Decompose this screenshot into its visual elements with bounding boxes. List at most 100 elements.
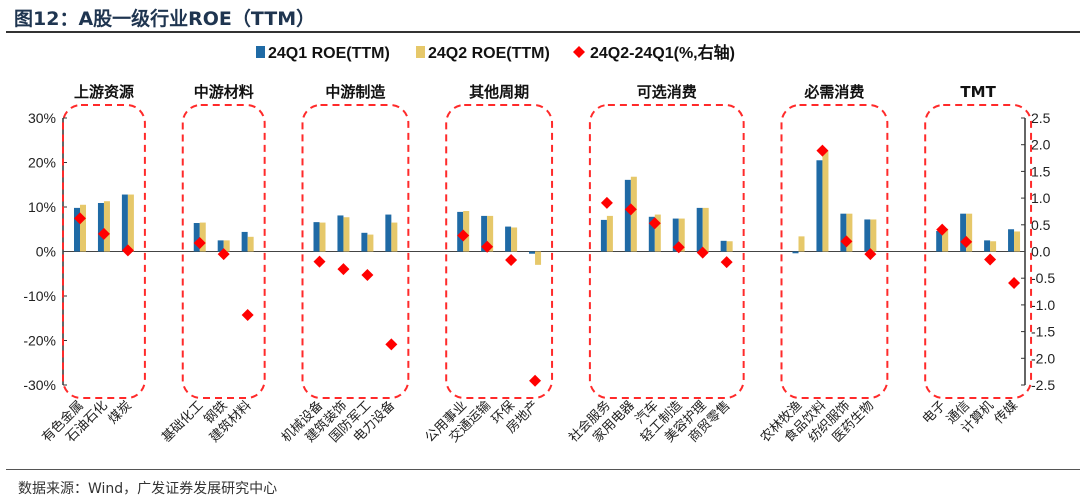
- diff-marker: [816, 144, 829, 157]
- bar-q2: [942, 228, 949, 252]
- diff-marker: [840, 235, 853, 248]
- diff-marker: [481, 240, 494, 253]
- bar-q2: [247, 236, 254, 252]
- bar-q2: [966, 213, 973, 252]
- diff-marker: [1008, 277, 1021, 290]
- legend-diamond-diff: [573, 46, 585, 58]
- group-label: 必需消费: [803, 83, 864, 101]
- bar-q2: [990, 241, 997, 252]
- bar-q1: [600, 219, 607, 252]
- bar-q1: [960, 213, 967, 252]
- diff-marker: [529, 374, 542, 387]
- group-label: TMT: [960, 83, 996, 101]
- bar-q2: [846, 213, 853, 252]
- diff-marker: [960, 235, 973, 248]
- bar-q1: [505, 226, 512, 252]
- category-label: 煤炭: [106, 398, 135, 427]
- bar-q1: [624, 179, 631, 252]
- bar-q1: [193, 223, 200, 252]
- top-divider: [6, 31, 1080, 33]
- right-tick-label: -0.5: [1031, 270, 1055, 286]
- bar-q1: [97, 202, 104, 252]
- right-tick-label: 1.5: [1031, 163, 1051, 179]
- bar-q1: [1008, 229, 1015, 252]
- bar-q1: [121, 194, 128, 252]
- right-tick-label: 2.0: [1031, 137, 1051, 153]
- diff-marker: [337, 263, 350, 276]
- roe-chart: 30% 20% 10% 0% -10% -20% -30% 2.5 2.0 1.5 1.0 0.5 0.…: [23, 43, 1055, 446]
- bar-q1: [936, 231, 943, 252]
- bar-q2: [1014, 231, 1021, 252]
- diff-marker: [217, 248, 230, 261]
- bar-q2: [367, 234, 374, 252]
- left-tick-label: 20%: [28, 155, 56, 171]
- bar-q2: [798, 236, 805, 252]
- group-label: 中游材料: [194, 83, 254, 101]
- bar-q2: [343, 217, 350, 252]
- diff-marker: [385, 338, 398, 351]
- left-tick-label: -30%: [23, 377, 56, 393]
- legend-label-diff: 24Q2-24Q1(%,右轴): [590, 43, 735, 62]
- bar-q2: [391, 222, 398, 252]
- left-tick-label: 0%: [36, 244, 56, 260]
- bar-q1: [337, 215, 344, 252]
- bar-q2: [630, 176, 637, 252]
- bar-q1: [457, 211, 464, 252]
- diff-marker: [648, 217, 661, 230]
- diff-marker: [193, 236, 206, 249]
- diff-marker: [864, 248, 877, 261]
- bar-q1: [385, 214, 392, 252]
- bar-q2: [127, 194, 134, 252]
- bar-q2: [199, 222, 206, 252]
- diff-marker: [672, 241, 685, 254]
- figure-title: 图12：A股一级行业ROE（TTM）: [14, 8, 316, 30]
- bar-q1: [840, 213, 847, 252]
- diff-marker: [505, 254, 518, 267]
- bar-q1: [816, 160, 823, 252]
- right-tick-label: 2.5: [1031, 110, 1051, 126]
- bar-q1: [74, 207, 80, 252]
- left-tick-label: -10%: [23, 288, 56, 304]
- legend-swatch-q1: [256, 46, 265, 58]
- bar-q1: [672, 218, 679, 252]
- left-tick-label: 10%: [28, 199, 56, 215]
- bar-q2: [103, 201, 110, 252]
- bar-q2: [319, 222, 326, 252]
- bar-q2: [870, 219, 877, 252]
- diff-marker: [457, 229, 470, 242]
- bar-q1: [984, 240, 991, 252]
- bar-q2: [678, 218, 685, 252]
- bar-q1: [648, 216, 655, 252]
- bar-q2: [511, 227, 518, 252]
- left-tick-label: -20%: [23, 333, 56, 349]
- category-label: 基础化工: [159, 398, 206, 445]
- diff-marker: [696, 246, 709, 259]
- diff-marker: [936, 223, 949, 236]
- bar-q1: [696, 207, 703, 252]
- diff-marker: [624, 203, 637, 216]
- group-label: 可选消费: [637, 83, 697, 101]
- bar-q1: [361, 232, 368, 252]
- right-tick-label: -1.0: [1031, 297, 1055, 313]
- bar-q1: [792, 251, 799, 254]
- legend-label-q1: 24Q1 ROE(TTM): [268, 45, 390, 62]
- right-tick-label: 0.0: [1031, 244, 1051, 260]
- category-label: 电子: [920, 398, 949, 427]
- bar-q2: [463, 211, 470, 252]
- bar-q1: [529, 251, 536, 254]
- bar-q1: [864, 219, 871, 252]
- right-tick-label: 0.5: [1031, 217, 1051, 233]
- diff-marker: [984, 253, 997, 266]
- bar-q2: [80, 204, 86, 252]
- diff-marker: [121, 244, 134, 257]
- bar-q2: [702, 207, 709, 252]
- category-label: 传媒: [992, 398, 1021, 427]
- right-tick-label: 1.0: [1031, 190, 1051, 206]
- bar-q2: [487, 215, 494, 252]
- group-label: 其他周期: [469, 83, 529, 101]
- source-note: 数据来源：Wind，广发证券发展研究中心: [18, 481, 278, 497]
- diff-marker: [313, 255, 326, 268]
- diff-marker: [74, 212, 86, 225]
- bar-q2: [535, 251, 542, 265]
- right-tick-label: -2.0: [1031, 350, 1055, 366]
